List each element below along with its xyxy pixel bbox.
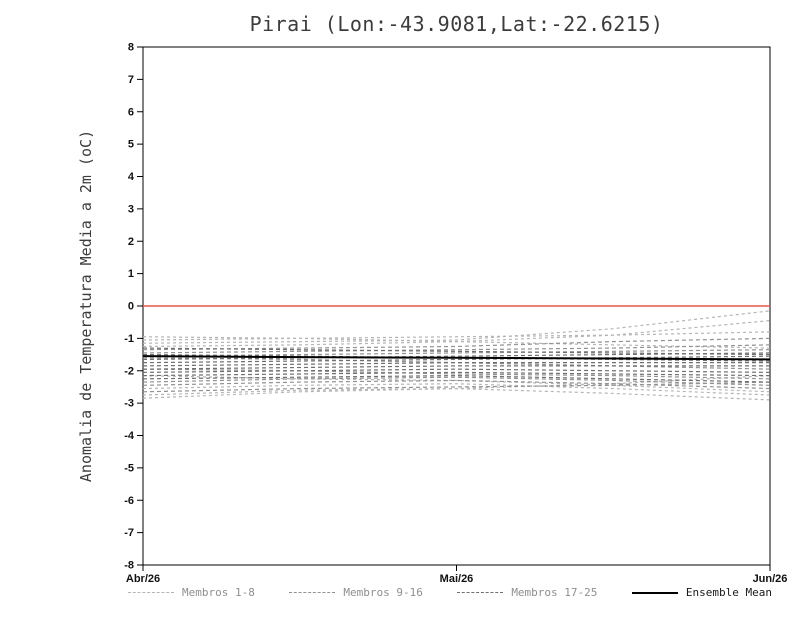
ensemble-member-line <box>142 319 771 348</box>
ensemble-member-line <box>142 375 771 396</box>
legend-item: Membros 1-8 <box>128 586 255 599</box>
y-tick-label: 0 <box>128 301 134 313</box>
legend-item: Membros 17-25 <box>457 586 597 599</box>
y-tick-label: 4 <box>128 171 135 183</box>
y-tick-label: 7 <box>128 74 134 86</box>
x-tick-label: Abr/26 <box>126 573 160 585</box>
y-tick-label: -5 <box>124 462 134 474</box>
y-tick-label: 5 <box>128 139 134 151</box>
y-tick-label: 1 <box>128 268 134 280</box>
legend-item: Ensemble Mean <box>631 586 772 599</box>
legend-label: Ensemble Mean <box>685 586 772 599</box>
y-tick-label: 6 <box>128 106 134 118</box>
legend-item: Membros 9-16 <box>289 586 423 599</box>
legend-line-solid <box>631 591 678 594</box>
y-tick-label: -2 <box>124 365 134 377</box>
x-tick-label: Jun/26 <box>753 573 788 585</box>
y-tick-label: 3 <box>128 203 134 215</box>
ensemble-member-line <box>142 331 771 341</box>
x-tick-label: Mai/26 <box>440 573 474 585</box>
legend-line-dashed <box>289 592 336 593</box>
y-tick-label: -1 <box>124 333 134 345</box>
y-tick-label: -3 <box>124 398 134 410</box>
y-tick-label: 2 <box>128 236 134 248</box>
legend: Membros 1-8 Membros 9-16 Membros 17-25 Ense… <box>128 586 772 599</box>
ensemble-mean-line <box>142 355 771 361</box>
y-tick-label: 8 <box>128 42 134 54</box>
y-tick-label: -7 <box>124 527 134 539</box>
chart-title: Pirai (Lon:-43.9081,Lat:-22.6215) <box>249 12 664 36</box>
y-tick-label: -8 <box>124 560 134 572</box>
ensemble-member-line <box>142 310 771 344</box>
legend-label: Membros 17-25 <box>511 586 598 599</box>
y-tick-label: -6 <box>124 495 134 507</box>
ensemble-member-line <box>142 383 771 396</box>
legend-label: Membros 1-8 <box>182 586 255 599</box>
legend-label: Membros 9-16 <box>343 586 423 599</box>
y-tick-label: -4 <box>124 430 135 442</box>
legend-line-dashed <box>128 592 174 593</box>
legend-line-dashed <box>457 592 504 593</box>
ensemble-member-line <box>142 375 771 393</box>
ensemble-member-line <box>142 371 771 377</box>
ensemble-member-line <box>142 336 771 349</box>
